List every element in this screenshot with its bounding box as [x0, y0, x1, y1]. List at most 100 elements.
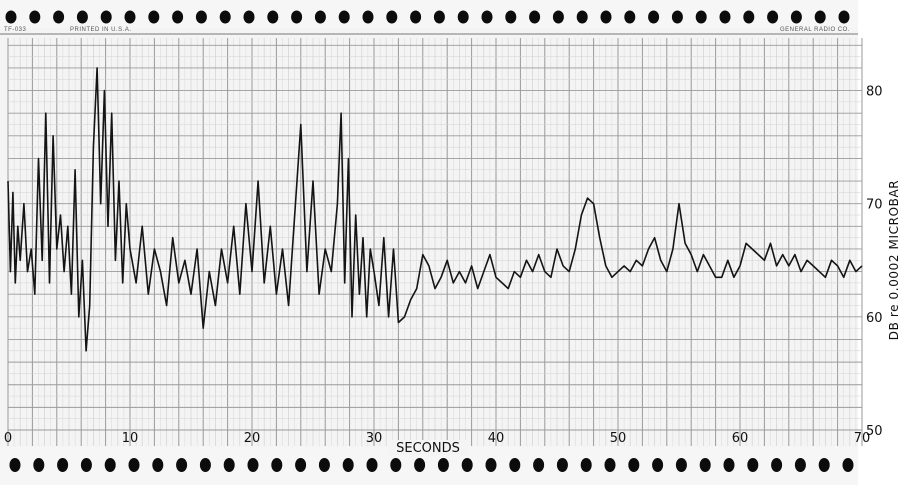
x-tick-labels: 0 10 20 30 40 50 60 70: [4, 431, 870, 446]
sprocket-hole-bottom: [509, 458, 521, 472]
sprocket-hole-bottom: [842, 458, 854, 472]
sprocket-hole-top: [457, 10, 469, 24]
x-tick-label: 50: [610, 431, 627, 446]
sprocket-hole-top: [386, 10, 398, 24]
grid: [7, 38, 863, 446]
x-tick-label: 0: [4, 431, 12, 446]
sprocket-hole-top: [529, 10, 541, 24]
sprocket-hole-bottom: [223, 458, 235, 472]
x-tick-label: 10: [122, 431, 139, 446]
sprocket-hole-bottom: [57, 458, 69, 472]
x-axis-label: SECONDS: [396, 441, 460, 456]
sprocket-hole-bottom: [9, 458, 21, 472]
sprocket-hole-top: [172, 10, 184, 24]
sprocket-hole-top: [624, 10, 636, 24]
sprocket-hole-bottom: [556, 458, 568, 472]
sprocket-hole-bottom: [199, 458, 211, 472]
sprocket-hole-top: [743, 10, 755, 24]
y-tick-label: 50: [866, 424, 883, 439]
sprocket-hole-bottom: [437, 458, 449, 472]
header-code: TF-033: [4, 27, 27, 33]
sprocket-hole-bottom: [318, 458, 330, 472]
sprocket-hole-bottom: [33, 458, 45, 472]
sprocket-hole-bottom: [485, 458, 497, 472]
series-line: [7, 67, 863, 352]
sprocket-hole-bottom: [628, 458, 640, 472]
x-axis-label-bg: [388, 440, 468, 455]
sprocket-hole-top: [219, 10, 231, 24]
sprocket-hole-top: [552, 10, 564, 24]
sprocket-hole-bottom: [604, 458, 616, 472]
sprocket-hole-bottom: [414, 458, 426, 472]
sprocket-hole-bottom: [652, 458, 664, 472]
sprocket-hole-bottom: [771, 458, 783, 472]
sprocket-hole-bottom: [247, 458, 259, 472]
x-tick-label: 60: [732, 431, 749, 446]
sprocket-hole-top: [767, 10, 779, 24]
sprocket-hole-bottom: [699, 458, 711, 472]
sprocket-hole-top: [195, 10, 207, 24]
x-tick-label: 40: [488, 431, 505, 446]
sprocket-hole-top: [719, 10, 731, 24]
sprocket-hole-top: [576, 10, 588, 24]
sprocket-hole-top: [838, 10, 850, 24]
sprocket-hole-bottom: [675, 458, 687, 472]
sprocket-hole-top: [124, 10, 136, 24]
sprocket-hole-top: [76, 10, 88, 24]
sprocket-hole-bottom: [533, 458, 545, 472]
header-printed: PRINTED IN U.S.A.: [70, 27, 132, 33]
sprocket-hole-bottom: [747, 458, 759, 472]
outer-margin-right: [858, 0, 913, 485]
sprocket-hole-top: [267, 10, 279, 24]
sprocket-hole-bottom: [366, 458, 378, 472]
sprocket-hole-top: [433, 10, 445, 24]
x-tick-label: 70: [854, 431, 871, 446]
y-tick-label: 80: [866, 85, 883, 100]
sprocket-hole-top: [790, 10, 802, 24]
sprocket-hole-top: [648, 10, 660, 24]
sprocket-hole-top: [814, 10, 826, 24]
sprocket-hole-top: [671, 10, 683, 24]
sprocket-hole-top: [314, 10, 326, 24]
sprocket-hole-bottom: [295, 458, 307, 472]
sprocket-hole-bottom: [794, 458, 806, 472]
sprocket-hole-bottom: [818, 458, 830, 472]
top-perforation-strip: [0, 0, 858, 28]
sprocket-hole-top: [505, 10, 517, 24]
y-tick-label: 70: [866, 198, 883, 213]
sprocket-hole-bottom: [104, 458, 116, 472]
sprocket-hole-top: [53, 10, 65, 24]
sprocket-hole-bottom: [723, 458, 735, 472]
x-tick-label: 20: [244, 431, 261, 446]
header-maker: GENERAL RADIO CO.: [780, 27, 850, 33]
sprocket-hole-top: [362, 10, 374, 24]
sprocket-hole-bottom: [152, 458, 164, 472]
y-axis-label: DB re 0.0002 MICROBAR: [887, 180, 901, 340]
sprocket-hole-top: [481, 10, 493, 24]
y-tick-labels: 50 60 70 80: [866, 85, 883, 439]
sprocket-hole-bottom: [390, 458, 402, 472]
sprocket-hole-bottom: [80, 458, 92, 472]
data-trace: [7, 67, 863, 352]
sprocket-hole-top: [148, 10, 160, 24]
sprocket-hole-top: [338, 10, 350, 24]
sprocket-hole-top: [5, 10, 17, 24]
sprocket-hole-bottom: [176, 458, 188, 472]
sprocket-hole-bottom: [342, 458, 354, 472]
sprocket-hole-top: [29, 10, 41, 24]
sprocket-holes: [5, 10, 854, 472]
sprocket-hole-top: [410, 10, 422, 24]
y-tick-label: 60: [866, 311, 883, 326]
sprocket-hole-top: [291, 10, 303, 24]
x-tick-label: 30: [366, 431, 383, 446]
sprocket-hole-bottom: [128, 458, 140, 472]
sprocket-hole-top: [695, 10, 707, 24]
sprocket-hole-top: [100, 10, 112, 24]
sprocket-hole-top: [600, 10, 612, 24]
sprocket-hole-top: [243, 10, 255, 24]
sprocket-hole-bottom: [580, 458, 592, 472]
sprocket-hole-bottom: [271, 458, 283, 472]
sprocket-hole-bottom: [461, 458, 473, 472]
